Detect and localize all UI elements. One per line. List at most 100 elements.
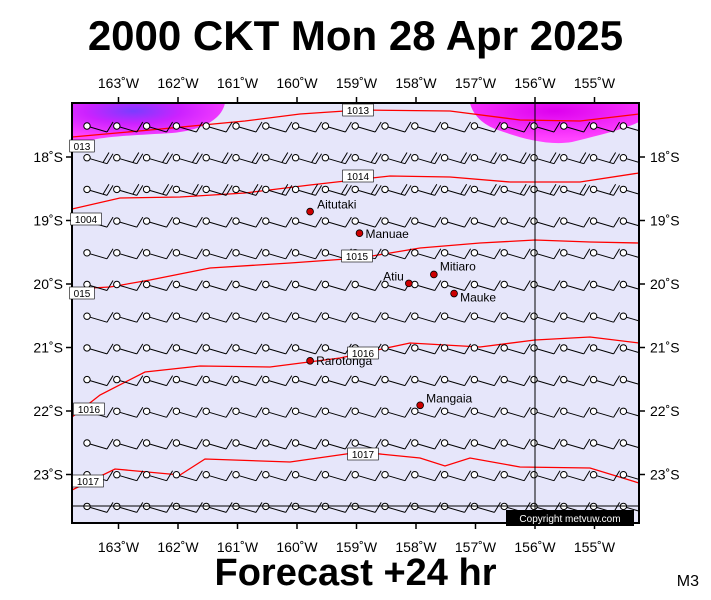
- wind-barb: [321, 438, 352, 450]
- wind-barb: [560, 407, 591, 418]
- lat-label-left: 19˚S: [33, 213, 63, 229]
- wind-barb: [589, 280, 621, 291]
- svg-text:1017: 1017: [352, 450, 375, 461]
- wind-barb: [202, 183, 233, 196]
- lon-label-bottom: 160˚W: [276, 539, 318, 555]
- wind-barb: [619, 439, 639, 449]
- wind-barb: [291, 375, 323, 387]
- wind-barb: [232, 183, 263, 196]
- axis-ticks: 163˚W 163˚W 162˚W 162˚W 161˚W 161˚W 160˚W 160˚W…: [33, 75, 679, 555]
- lon-label-top: 157˚W: [455, 75, 497, 91]
- isobar-label: 1015: [341, 249, 373, 263]
- wind-barb: [351, 280, 382, 291]
- wind-barb: [440, 470, 472, 482]
- lon-label-top: 155˚W: [574, 75, 616, 91]
- wind-barb: [113, 280, 144, 291]
- wind-barb: [291, 343, 323, 355]
- lat-label-right: 21˚S: [650, 340, 680, 356]
- lon-label-top: 159˚W: [336, 75, 378, 91]
- wind-barb: [291, 216, 323, 228]
- wind-barb: [381, 438, 412, 450]
- wind-barb: [232, 311, 263, 323]
- wind-barb: [530, 311, 561, 323]
- wind-barb: [262, 121, 293, 133]
- lon-label-bottom: 157˚W: [455, 539, 497, 555]
- place-label: Rarotonga: [316, 354, 372, 368]
- wind-barb: [321, 121, 352, 133]
- wind-barb: [381, 470, 412, 482]
- copyright-text: Copyright metvuw.com: [519, 514, 620, 525]
- wind-barb: [83, 311, 114, 323]
- wind-barb: [172, 311, 203, 323]
- wind-barb: [619, 217, 639, 227]
- wind-barb: [411, 311, 442, 323]
- wind-barb: [619, 407, 639, 417]
- wind-barb: [560, 280, 591, 291]
- svg-text:1016: 1016: [352, 349, 375, 360]
- lon-label-bottom: 162˚W: [157, 539, 199, 555]
- wind-barb: [351, 407, 382, 418]
- wind-barb: [440, 311, 472, 323]
- lat-label-left: 23˚S: [33, 467, 63, 483]
- wind-barb: [202, 152, 233, 165]
- wind-barb: [619, 344, 639, 354]
- wind-barb: [202, 248, 233, 260]
- wind-barb: [381, 152, 412, 165]
- isobar-label: 015: [69, 286, 95, 300]
- wind-barb: [142, 216, 174, 228]
- wind-barb: [113, 248, 144, 260]
- wind-barb: [381, 311, 412, 323]
- wind-barb: [321, 375, 352, 387]
- wind-barb: [232, 121, 263, 133]
- place-marker: [405, 279, 413, 288]
- wind-barb: [470, 216, 501, 228]
- wind-barb: [113, 438, 144, 450]
- wind-barb: [83, 248, 114, 260]
- wind-barb: [500, 183, 531, 196]
- wind-barb: [589, 216, 621, 228]
- wind-barb: [262, 470, 293, 482]
- wind-barb: [83, 183, 114, 196]
- wind-barb: [470, 470, 501, 482]
- wind-barb: [142, 248, 174, 260]
- wind-barb: [172, 438, 203, 450]
- wind-barb: [113, 216, 144, 228]
- wind-barb: [321, 183, 352, 196]
- lat-label-left: 20˚S: [33, 276, 63, 292]
- lon-label-top: 156˚W: [514, 75, 556, 91]
- wind-barb: [470, 152, 501, 165]
- wind-barb: [202, 407, 233, 418]
- wind-barb: [381, 216, 412, 228]
- wind-barb: [530, 470, 561, 482]
- wind-barb: [411, 248, 442, 260]
- place-marker: [355, 229, 364, 238]
- place-marker: [416, 401, 424, 410]
- wind-barb: [500, 343, 531, 355]
- wind-barb: [500, 311, 531, 323]
- lat-label-left: 21˚S: [33, 340, 63, 356]
- forecast-label: Forecast +24 hr: [214, 552, 497, 594]
- isobar-label: 1017: [347, 447, 379, 461]
- wind-barb: [440, 280, 472, 291]
- place-label: Mangaia: [426, 391, 472, 405]
- wind-barb: [411, 438, 442, 450]
- place-label: Mitiaro: [440, 259, 476, 273]
- wind-barb: [589, 152, 621, 165]
- wind-barb: [232, 470, 263, 482]
- wind-barb: [142, 183, 174, 196]
- wind-barb: [530, 407, 561, 418]
- wind-barb: [530, 343, 561, 355]
- model-label: M3: [676, 573, 699, 590]
- wind-barb: [440, 248, 472, 260]
- wind-barb: [291, 438, 323, 450]
- wind-barb: [530, 248, 561, 260]
- wind-barb: [232, 152, 263, 165]
- wind-barb: [113, 121, 144, 133]
- wind-barb: [232, 216, 263, 228]
- wind-barb: [202, 121, 233, 133]
- wind-barb: [113, 470, 144, 482]
- wind-barb: [262, 216, 293, 228]
- copyright-box: Copyright metvuw.com: [506, 510, 634, 526]
- wind-barb: [142, 375, 174, 387]
